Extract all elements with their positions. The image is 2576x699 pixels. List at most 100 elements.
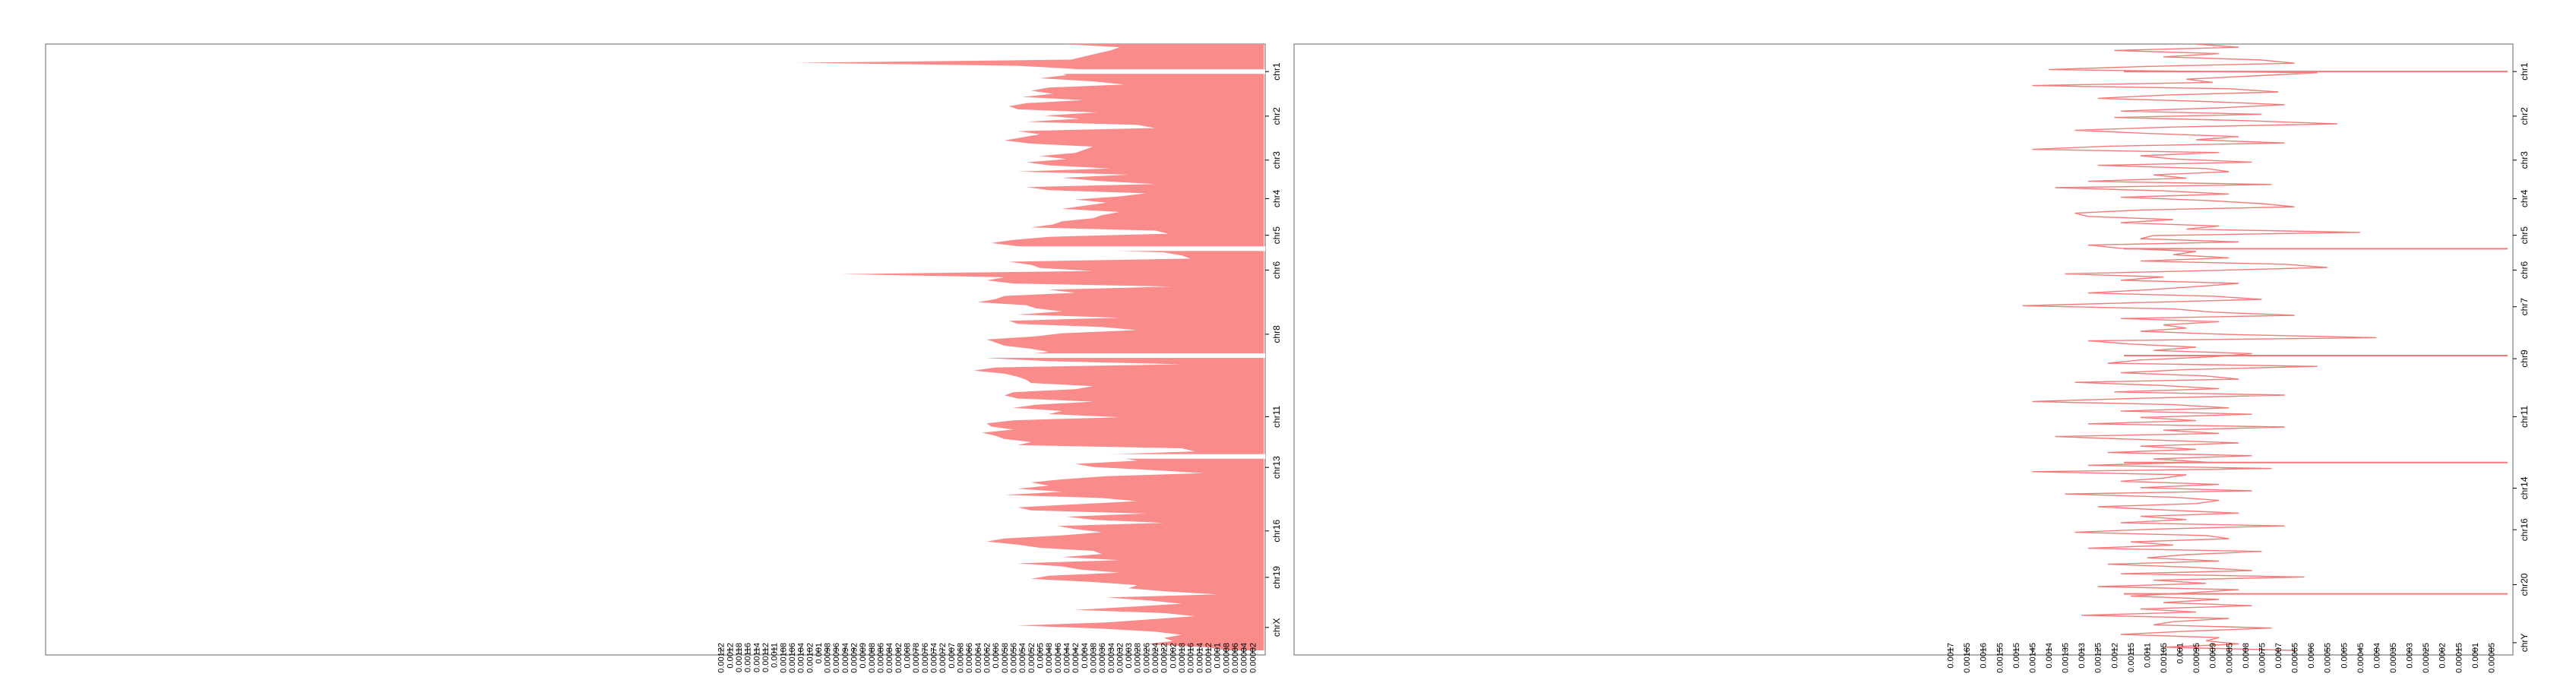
x-tick-label-6: 0.0011 — [771, 643, 780, 668]
x-tick-label-20: 0.00082 — [894, 643, 903, 673]
x-tick-label-0: 0.0017 — [1947, 643, 1956, 669]
x-tick-label-52: 0.00018 — [1178, 643, 1187, 673]
x-tick-label-43: 0.00036 — [1098, 643, 1107, 673]
x-tick-label-14: 0.00094 — [841, 643, 850, 673]
x-tick-label-30: 0.0002 — [2438, 643, 2448, 669]
x-tick-label-15: 0.00092 — [850, 643, 859, 673]
x-tick-label-41: 0.0004 — [1081, 643, 1090, 669]
y-tick-label-chr8: chr8 — [1271, 325, 1282, 343]
x-tick-label-12: 0.0011 — [2143, 643, 2152, 668]
x-tick-label-24: 0.00074 — [930, 643, 939, 673]
x-tick-label-9: 0.00125 — [2094, 643, 2103, 673]
x-tick-label-42: 0.00038 — [1089, 643, 1098, 673]
x-tick-label-30: 0.00062 — [983, 643, 992, 673]
y-tick-label-chr3: chr3 — [1271, 151, 1282, 169]
x-tick-label-47: 0.00028 — [1134, 643, 1143, 673]
x-tick-label-20: 0.0007 — [2274, 643, 2283, 669]
x-tick-label-9: 0.00104 — [797, 643, 806, 673]
x-tick-label-59: 0.00004 — [1240, 643, 1249, 673]
x-tick-label-19: 0.00084 — [885, 643, 894, 673]
x-tick-label-13: 0.00105 — [2160, 643, 2169, 673]
x-tick-label-11: 0.00115 — [2127, 643, 2136, 672]
y-tick-label-chr2: chr2 — [2519, 107, 2530, 125]
series-gap-3 — [746, 454, 1265, 459]
y-tick-label-chr16: chr16 — [1271, 519, 1282, 542]
x-tick-label-12: 0.00098 — [824, 643, 833, 673]
y-tick-label-chr13: chr13 — [1271, 456, 1282, 479]
x-tick-label-3: 0.00155 — [1995, 643, 2005, 673]
x-tick-label-18: 0.00086 — [877, 643, 886, 673]
x-tick-label-23: 0.00076 — [921, 643, 930, 673]
x-tick-label-26: 0.0007 — [948, 643, 957, 669]
series-line — [2022, 43, 2377, 651]
x-tick-label-29: 0.00064 — [974, 643, 983, 673]
x-tick-label-16: 0.0009 — [859, 643, 868, 669]
y-tick-label-chr4: chr4 — [2519, 189, 2530, 207]
x-tick-label-4: 0.0015 — [2012, 643, 2021, 669]
x-tick-label-38: 0.00046 — [1054, 643, 1063, 673]
x-tick-label-16: 0.0009 — [2209, 643, 2218, 669]
x-tick-label-37: 0.00048 — [1045, 643, 1054, 673]
y-tick-label-chr2: chr2 — [1271, 107, 1282, 125]
y-tick-label-chr4: chr4 — [1271, 189, 1282, 207]
x-tick-label-31: 0.0006 — [992, 643, 1001, 669]
x-tick-label-56: 0.0001 — [1214, 643, 1223, 669]
x-tick-label-5: 0.00112 — [761, 643, 771, 672]
y-tick-label-chrY: chrY — [2519, 634, 2530, 653]
x-tick-label-14: 0.001 — [2176, 643, 2185, 664]
y-tick-label-chr7: chr7 — [2519, 298, 2530, 316]
x-tick-label-4: 0.00114 — [752, 643, 761, 672]
x-tick-label-25: 0.00045 — [2356, 643, 2366, 673]
x-tick-label-35: 0.00052 — [1027, 643, 1036, 673]
x-tick-label-28: 0.0003 — [2406, 643, 2415, 669]
x-tick-label-28: 0.00066 — [965, 643, 974, 673]
x-tick-label-26: 0.0004 — [2372, 643, 2381, 669]
x-tick-label-6: 0.0014 — [2045, 643, 2054, 669]
y-tick-label-chrX: chrX — [1271, 618, 1282, 637]
x-tick-label-49: 0.00024 — [1151, 643, 1160, 673]
x-tick-label-25: 0.00072 — [938, 643, 948, 673]
x-tick-label-27: 0.00035 — [2389, 643, 2398, 673]
x-tick-label-24: 0.0005 — [2340, 643, 2349, 669]
x-tick-label-58: 0.00006 — [1231, 643, 1240, 673]
x-tick-label-48: 0.00026 — [1142, 643, 1151, 673]
x-tick-label-7: 0.00108 — [779, 643, 788, 673]
x-tick-label-54: 0.00014 — [1195, 643, 1204, 673]
x-tick-label-17: 0.00085 — [2225, 643, 2234, 673]
x-tick-label-29: 0.00025 — [2422, 643, 2431, 673]
series-area — [796, 44, 1264, 650]
y-tick-label-chr19: chr19 — [1271, 566, 1282, 589]
x-tick-label-22: 0.0006 — [2307, 643, 2316, 669]
x-tick-label-50: 0.00022 — [1160, 643, 1169, 673]
x-tick-label-53: 0.00016 — [1187, 643, 1196, 673]
y-tick-label-chr6: chr6 — [1271, 261, 1282, 279]
x-tick-label-8: 0.00106 — [788, 643, 797, 673]
x-tick-label-10: 0.0012 — [2110, 643, 2119, 669]
x-tick-label-13: 0.00096 — [832, 643, 841, 673]
y-tick-label-chr3: chr3 — [2519, 151, 2530, 169]
x-tick-label-23: 0.00055 — [2324, 643, 2333, 673]
x-tick-label-18: 0.0008 — [2242, 643, 2251, 669]
y-tick-label-chr5: chr5 — [1271, 226, 1282, 245]
plot-frame — [1293, 43, 2514, 656]
x-tick-label-7: 0.00135 — [2062, 643, 2071, 673]
x-tick-label-3: 0.00116 — [744, 643, 753, 672]
y-tick-label-chr11: chr11 — [1271, 406, 1282, 428]
series-gap-1 — [746, 246, 1265, 251]
x-tick-label-0: 0.00122 — [717, 643, 726, 673]
chart-panel-2: chr1 chr2 chr3 chr4 chr5 chr6 chr7 chr9 chr11 chr… — [1293, 43, 2530, 673]
series-gap-2 — [746, 353, 1265, 359]
x-tick-label-19: 0.00075 — [2258, 643, 2267, 673]
x-tick-label-27: 0.00068 — [957, 643, 966, 673]
x-tick-label-33: 0.00005 — [2487, 643, 2496, 673]
x-tick-label-40: 0.00042 — [1071, 643, 1081, 673]
x-tick-label-15: 0.00095 — [2192, 643, 2201, 673]
y-tick-label-chr11: chr11 — [2519, 406, 2530, 428]
y-tick-label-chr1: chr1 — [1271, 62, 1282, 81]
series-gap-0 — [746, 69, 1265, 74]
x-tick-label-11: 0.001 — [815, 643, 824, 664]
y-tick-label-chr5: chr5 — [2519, 226, 2530, 245]
x-tick-label-21: 0.00065 — [2291, 643, 2300, 673]
x-tick-label-32: 0.00058 — [1001, 643, 1010, 673]
x-tick-label-32: 0.0001 — [2471, 643, 2480, 669]
